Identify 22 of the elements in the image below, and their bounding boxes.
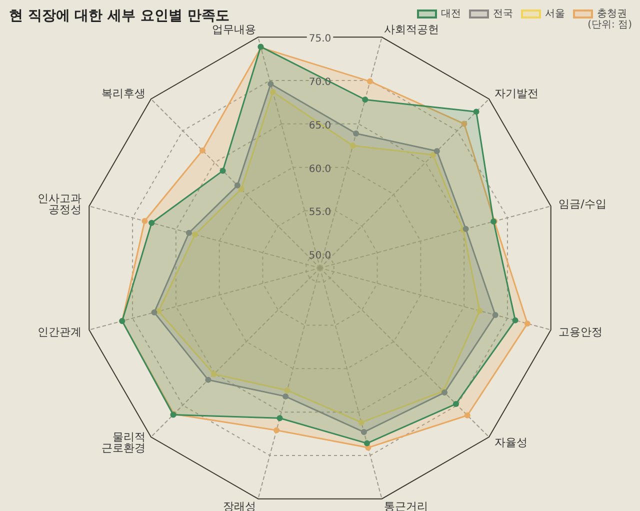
legend-label: 서울 <box>545 8 565 20</box>
spoke-label: 자율성 <box>494 436 528 450</box>
legend-label: 전국 <box>493 8 513 20</box>
spoke-label: 인사고과 공정성 <box>37 192 82 216</box>
y-tick-label: 65.0 <box>308 120 332 132</box>
spoke-label: 복리후생 <box>101 86 146 100</box>
chart-title: 현 직장에 대한 세부 요인별 만족도 <box>9 8 230 24</box>
y-tick-label: 55.0 <box>308 207 332 218</box>
spoke-label: 사회적공헌 <box>384 22 439 36</box>
spoke-label: 업무내용 <box>212 22 256 36</box>
y-tick-label: 75.0 <box>308 34 332 45</box>
text: (단위: 점) <box>588 20 632 30</box>
legend-label: 대전 <box>441 8 461 20</box>
spoke-label: 고용안정 <box>558 325 603 338</box>
spoke-label: 자기발전 <box>494 86 539 100</box>
spoke-label: 임금/수입 <box>558 198 606 211</box>
legend-label: 충청권 <box>597 8 627 20</box>
y-tick-label: 60.0 <box>308 164 332 175</box>
spoke-label: 물리적 근로환경 <box>101 430 146 455</box>
spoke-label: 인간관계 <box>37 325 82 338</box>
y-tick-label: 70.0 <box>308 77 332 88</box>
y-tick-label: 50.0 <box>308 250 332 262</box>
